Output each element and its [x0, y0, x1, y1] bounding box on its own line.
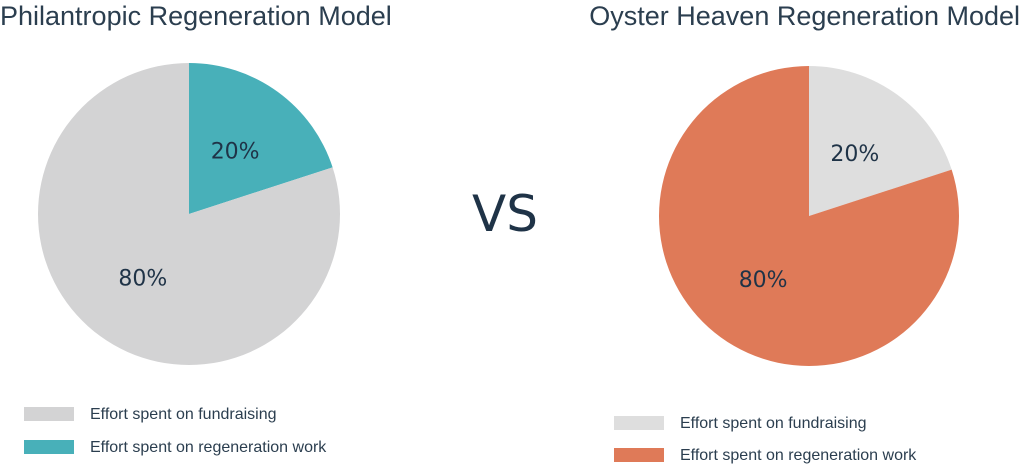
- left-legend: Effort spent on fundraising Effort spent …: [24, 406, 327, 456]
- vs-label: VS: [472, 185, 538, 243]
- right-slice-0: [809, 66, 952, 216]
- right-slice-label-0: 20%: [830, 142, 879, 167]
- left-chart-title: Philantropic Regeneration Model: [0, 1, 392, 31]
- right-slice-1: [659, 66, 959, 366]
- right-legend-swatch-0: [614, 416, 664, 430]
- right-legend-label-1: Effort spent on regeneration work: [680, 447, 917, 464]
- right-legend-swatch-1: [614, 448, 664, 462]
- left-legend-swatch-1: [24, 440, 74, 454]
- right-legend: Effort spent on fundraising Effort spent …: [614, 415, 917, 464]
- right-slice-label-1: 80%: [739, 268, 788, 293]
- left-slice-label-0: 20%: [211, 139, 260, 164]
- left-slice-label-1: 80%: [118, 267, 167, 292]
- left-legend-swatch-0: [24, 407, 74, 421]
- left-legend-label-1: Effort spent on regeneration work: [90, 439, 327, 456]
- right-chart-title: Oyster Heaven Regeneration Model: [589, 1, 1020, 31]
- left-legend-label-0: Effort spent on fundraising: [90, 406, 277, 423]
- left-slice-1: [37, 63, 340, 365]
- right-legend-label-0: Effort spent on fundraising: [680, 415, 867, 432]
- right-pie-chart: 20% 80%: [659, 66, 959, 366]
- left-slice-0: [189, 63, 333, 214]
- left-pie-chart: 20% 80%: [37, 63, 340, 365]
